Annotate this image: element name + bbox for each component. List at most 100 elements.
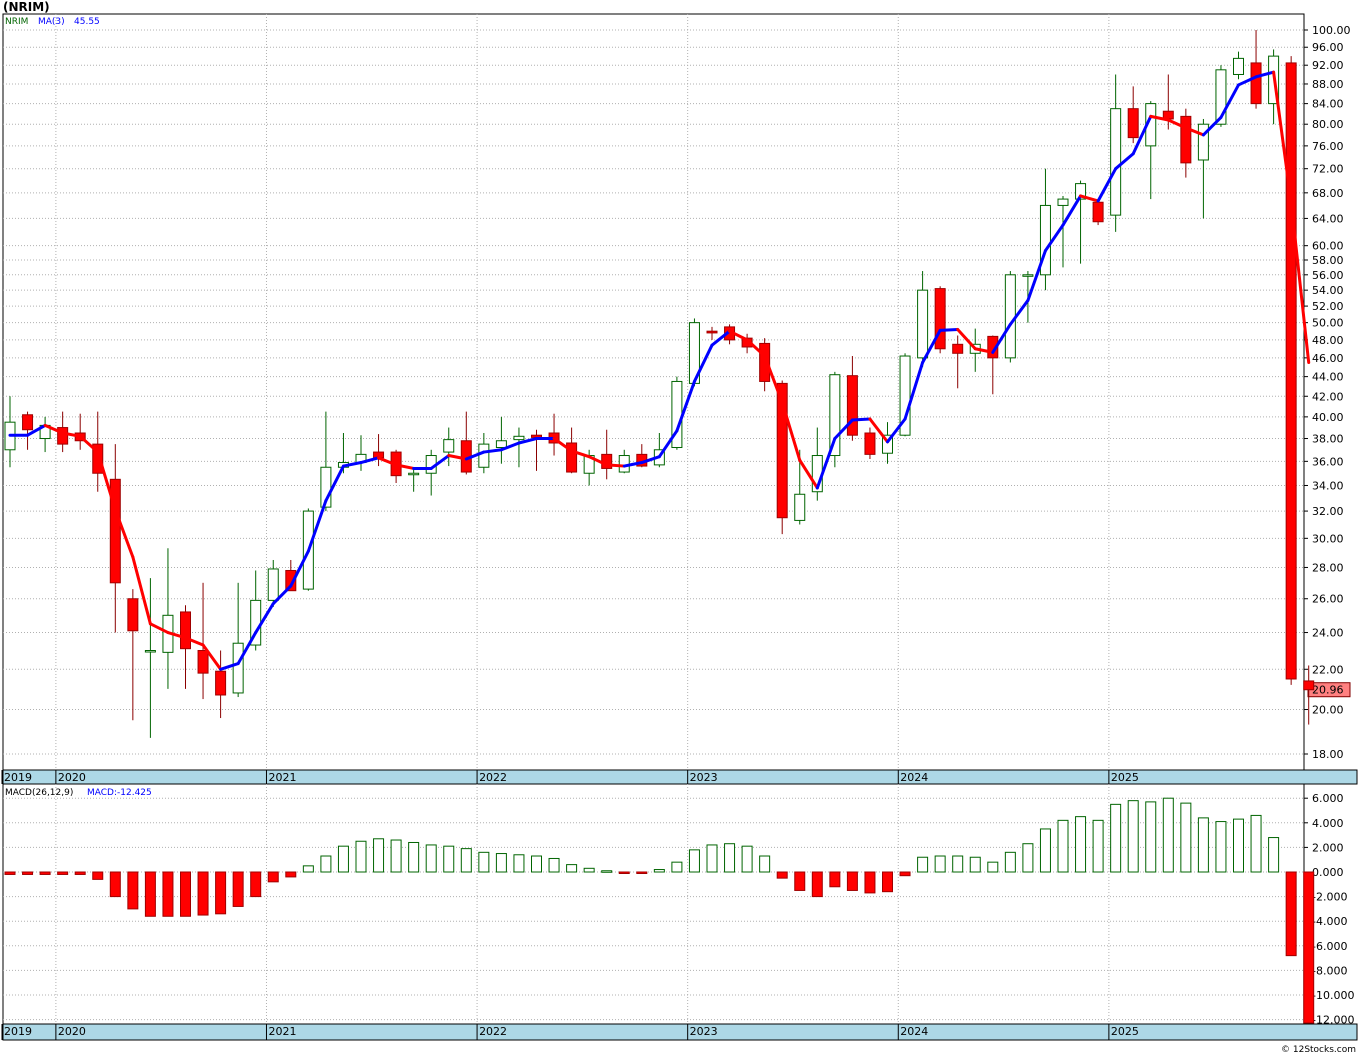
macd-bar — [39, 871, 51, 875]
ma-segment — [341, 461, 363, 468]
candle-body — [829, 374, 841, 457]
macd-bar — [653, 869, 665, 873]
ma-segment — [1237, 75, 1258, 87]
candle-body — [232, 642, 244, 694]
macd-bar — [1004, 851, 1016, 873]
macd-bar — [180, 871, 191, 917]
macd-bar — [987, 861, 999, 873]
x-tick-label-bottom: 2020 — [58, 1025, 86, 1038]
candle-body — [776, 382, 788, 519]
price-tick-label: 60.00 — [1312, 240, 1344, 253]
price-tick-label: 92.00 — [1312, 59, 1344, 72]
ma-segment — [745, 338, 767, 358]
ma-segment — [1114, 152, 1135, 171]
macd-bar — [1303, 871, 1315, 1024]
ma-segment — [429, 454, 451, 470]
macd-bar — [425, 844, 437, 873]
ma-segment — [96, 450, 117, 512]
ma-segment — [482, 448, 503, 454]
macd-bar — [706, 844, 718, 873]
candle-body — [144, 650, 156, 653]
macd-legend-value: MACD:-12.425 — [87, 788, 152, 798]
macd-bar — [57, 871, 69, 875]
macd-bar — [1215, 821, 1227, 873]
candle-body — [1057, 198, 1069, 206]
price-tick-label: 36.00 — [1312, 455, 1344, 468]
macd-bar — [22, 871, 34, 875]
price-tick-label: 76.00 — [1312, 140, 1344, 153]
ma-segment — [710, 329, 732, 347]
ma-segment — [991, 322, 1012, 354]
macd-bar — [1145, 801, 1157, 873]
macd-bar — [1233, 818, 1244, 873]
last-price-label: 20.96 — [1312, 684, 1344, 697]
price-tick-label: 18.00 — [1312, 748, 1344, 761]
price-tick-label: 34.00 — [1312, 479, 1344, 492]
ma-segment — [1026, 249, 1047, 302]
macd-bar — [337, 845, 349, 873]
macd-bar — [127, 871, 139, 910]
ma-segment — [1131, 114, 1153, 156]
macd-bar — [408, 841, 420, 873]
x-tick-label-top: 2024 — [900, 771, 928, 784]
macd-bar — [794, 871, 806, 891]
ma-segment — [359, 456, 381, 465]
macd-tick-label: 0.000 — [1312, 866, 1344, 879]
ma-segment — [61, 431, 82, 438]
macd-bar — [495, 853, 507, 873]
candle-body — [1180, 115, 1192, 164]
x-axis-band-macd — [2, 1023, 1358, 1041]
price-tick-label: 54.00 — [1312, 284, 1344, 297]
candle-body — [1004, 274, 1016, 359]
watermark: © 12Stocks.com — [1281, 1045, 1356, 1055]
price-tick-label: 84.00 — [1312, 98, 1344, 111]
macd-bar — [478, 851, 490, 873]
chart-title: (NRIM) — [3, 0, 50, 14]
price-tick-label: 20.00 — [1312, 704, 1344, 717]
price-tick-label: 24.00 — [1312, 627, 1344, 640]
ma-segment — [1254, 70, 1276, 79]
ma-segment — [289, 549, 310, 588]
macd-bar — [1092, 819, 1104, 873]
x-tick-label-top: 2023 — [690, 771, 718, 784]
macd-bar — [513, 854, 525, 873]
candle-body — [899, 355, 911, 436]
ma-segment — [78, 434, 100, 454]
macd-bars — [4, 797, 1315, 1024]
macd-bar — [1075, 816, 1087, 873]
ma-segment — [640, 455, 661, 465]
ma-segment — [201, 643, 223, 671]
ma-segment — [447, 454, 468, 461]
macd-bar — [197, 871, 209, 916]
x-tick-label-top: 2021 — [268, 771, 296, 784]
macd-bar — [531, 855, 542, 873]
ma-segment — [868, 417, 889, 444]
macd-bar — [74, 871, 86, 875]
ma-segment — [1166, 118, 1188, 130]
ma-segment — [499, 441, 521, 452]
candle-body — [1127, 108, 1139, 139]
price-tick-label: 46.00 — [1312, 352, 1344, 365]
candle-body — [1285, 62, 1297, 680]
macd-bar — [934, 855, 946, 873]
candle-body — [408, 472, 420, 476]
macd-bar — [548, 857, 560, 873]
price-tick-label: 50.00 — [1312, 317, 1344, 330]
macd-bar — [776, 871, 788, 879]
candle-body — [846, 375, 858, 436]
ma-segment — [1289, 200, 1311, 364]
macd-bar — [829, 871, 841, 888]
ma-segment — [26, 423, 47, 437]
price-tick-label: 100.00 — [1312, 24, 1351, 37]
ma-segment — [552, 437, 574, 453]
candle-body — [197, 650, 209, 674]
macd-bar — [759, 855, 771, 873]
legend-ma: MA(3) — [38, 17, 65, 27]
macd-tick-label: -2.000 — [1312, 891, 1347, 904]
candle-body — [566, 442, 578, 473]
candle-body — [864, 432, 876, 455]
candle-body — [285, 569, 297, 592]
price-tick-label: 58.00 — [1312, 254, 1344, 267]
candles — [4, 30, 1315, 738]
candle-body — [1022, 274, 1034, 277]
